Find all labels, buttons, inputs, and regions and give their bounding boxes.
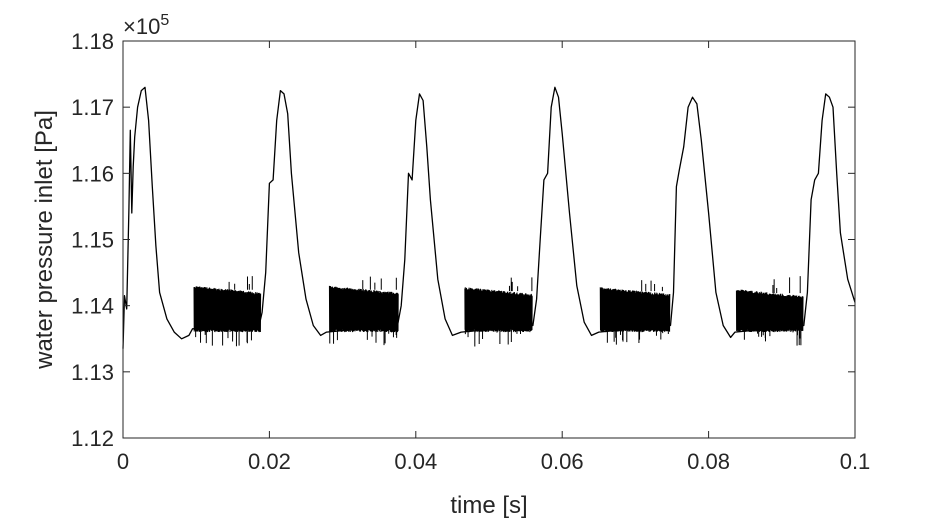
series-layer bbox=[122, 86, 856, 349]
y-tick-label: 1.15 bbox=[71, 228, 114, 253]
y-tick-label: 1.13 bbox=[71, 360, 114, 385]
y-tick-label: 1.12 bbox=[71, 426, 114, 451]
oscillation-band-4 bbox=[599, 287, 671, 333]
plot-area bbox=[123, 41, 855, 438]
y-axis-exponent-power: 5 bbox=[160, 12, 169, 29]
y-tick-label: 1.18 bbox=[71, 29, 114, 54]
x-axis-label: time [s] bbox=[450, 492, 527, 519]
y-tick-label: 1.17 bbox=[71, 95, 114, 120]
series-line-1 bbox=[122, 86, 856, 349]
oscillation-spikes-3 bbox=[464, 277, 533, 347]
x-tick-label: 0.1 bbox=[840, 449, 871, 474]
x-tick-label: 0.04 bbox=[394, 449, 437, 474]
y-tick-label: 1.16 bbox=[71, 161, 114, 186]
oscillation-band-1 bbox=[193, 286, 262, 333]
x-tick-label: 0.06 bbox=[541, 449, 584, 474]
x-tick-label: 0.08 bbox=[687, 449, 730, 474]
oscillation-band-2 bbox=[328, 285, 399, 333]
y-tick-label: 1.14 bbox=[71, 294, 114, 319]
oscillation-spikes-4 bbox=[606, 280, 669, 345]
oscillation-spikes-5 bbox=[743, 276, 802, 346]
y-axis-exponent-base: ×10 bbox=[123, 14, 160, 39]
x-tick-label: 0 bbox=[117, 449, 129, 474]
y-axis-exponent: ×105 bbox=[123, 12, 169, 39]
oscillation-spikes-1 bbox=[195, 276, 253, 347]
x-tick-label: 0.02 bbox=[248, 449, 291, 474]
ticks-layer: 0 0.02 0.04 0.06 0.08 0.1 1.12 1.13 1.14 1.15 1.16… bbox=[71, 29, 870, 474]
oscillation-spikes-2 bbox=[329, 276, 398, 346]
y-axis-label: water pressure inlet [Pa] bbox=[31, 110, 58, 370]
oscillation-band-5 bbox=[735, 289, 804, 333]
oscillation-band-3 bbox=[464, 287, 533, 333]
